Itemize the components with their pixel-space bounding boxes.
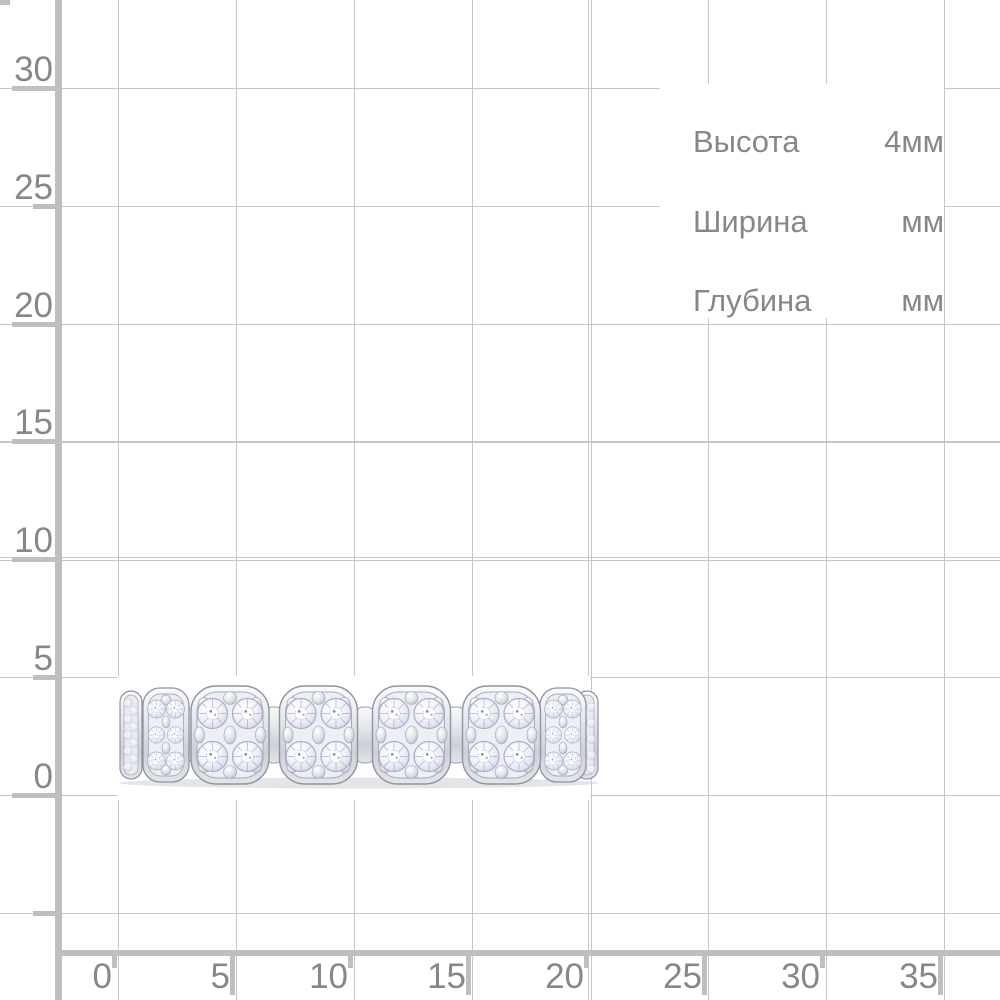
y-axis-label: 15 xyxy=(14,403,53,442)
y-axis-tick xyxy=(12,322,56,327)
grid-line xyxy=(354,0,355,1000)
grid-line xyxy=(0,441,1000,443)
y-axis-tick xyxy=(33,675,56,680)
x-axis-label: 25 xyxy=(663,957,702,996)
y-axis-label: 20 xyxy=(14,286,53,325)
grid-line xyxy=(0,557,1000,558)
grid-line xyxy=(0,324,1000,325)
y-axis-tick xyxy=(12,86,56,91)
grid-line xyxy=(472,0,473,1000)
measurement-label: Высота xyxy=(693,124,800,159)
product-photo-ring xyxy=(119,679,599,789)
x-axis-tick xyxy=(938,956,943,995)
x-axis-tick xyxy=(820,956,825,968)
y-axis-tick xyxy=(12,793,56,798)
measurements-panel-background xyxy=(660,84,944,318)
x-axis-label: 35 xyxy=(899,957,938,996)
y-axis-label: 25 xyxy=(14,168,53,207)
x-axis-tick xyxy=(584,956,589,968)
y-axis-label: 5 xyxy=(33,639,53,678)
grid-line xyxy=(944,0,945,1000)
grid-line xyxy=(236,0,237,1000)
measurement-value: мм xyxy=(901,283,944,318)
y-axis-tick xyxy=(12,439,56,444)
x-axis-tick xyxy=(348,956,353,968)
x-axis-label: 5 xyxy=(210,957,230,996)
y-axis-label: 30 xyxy=(14,50,53,89)
y-axis-label: 10 xyxy=(14,521,53,560)
grid-line xyxy=(588,0,589,1000)
measurement-label: Ширина xyxy=(693,204,808,239)
grid-line xyxy=(0,560,1000,561)
x-axis-tick xyxy=(112,956,117,968)
y-axis-tick xyxy=(33,911,56,916)
grid-line xyxy=(0,913,1000,914)
grid-line xyxy=(826,0,827,1000)
y-axis-tick xyxy=(33,204,56,209)
measurement-label: Глубина xyxy=(693,283,812,318)
axis-tick xyxy=(0,0,10,5)
measurement-value: мм xyxy=(901,204,944,239)
x-axis-label: 15 xyxy=(427,957,466,996)
grid-line xyxy=(0,88,1000,89)
y-axis-label: 0 xyxy=(33,757,53,796)
x-axis-label: 0 xyxy=(92,957,112,996)
x-axis-line xyxy=(55,950,1000,956)
y-axis-tick xyxy=(12,557,56,562)
grid-line xyxy=(118,0,119,1000)
x-axis-tick xyxy=(466,956,471,995)
grid-line xyxy=(591,0,592,1000)
y-axis-line xyxy=(55,0,62,1000)
grid-line xyxy=(708,0,709,1000)
x-axis-tick xyxy=(702,956,707,995)
x-axis-label: 10 xyxy=(309,957,348,996)
x-axis-label: 30 xyxy=(781,957,820,996)
measurement-value: 4мм xyxy=(884,124,944,159)
grid-line xyxy=(0,206,1000,207)
x-axis-label: 20 xyxy=(545,957,584,996)
x-axis-tick xyxy=(230,956,235,995)
